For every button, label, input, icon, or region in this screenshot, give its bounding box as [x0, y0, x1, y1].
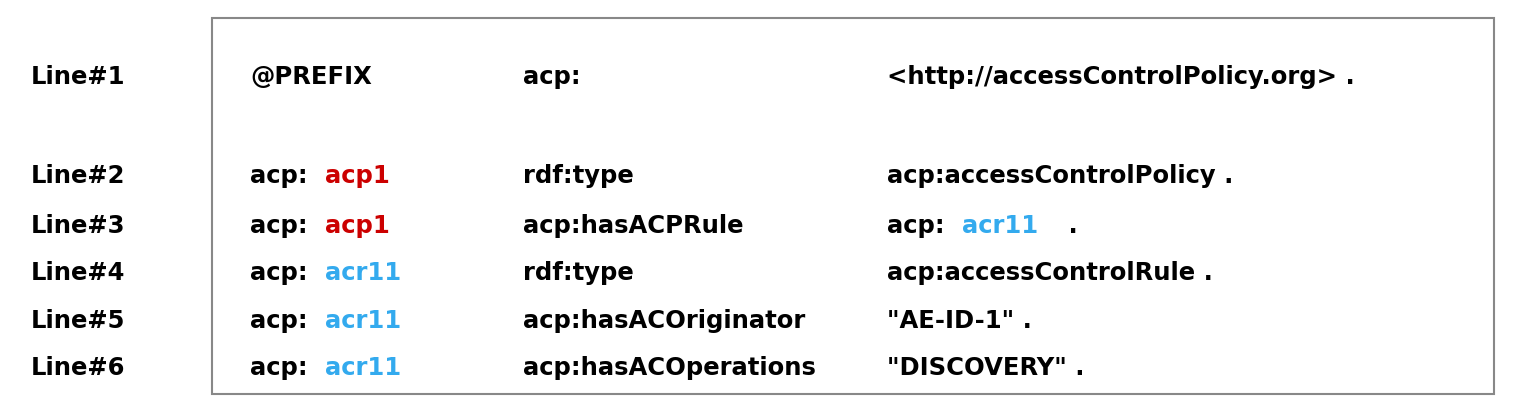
- Text: acp:: acp:: [250, 164, 308, 188]
- Text: acr11: acr11: [325, 356, 400, 380]
- Text: acp:accessControlPolicy .: acp:accessControlPolicy .: [887, 164, 1233, 188]
- Text: acr11: acr11: [325, 261, 400, 285]
- Text: Line#6: Line#6: [30, 356, 124, 380]
- Text: .: .: [1060, 213, 1077, 237]
- Text: acr11: acr11: [962, 213, 1038, 237]
- Text: acp:hasACOperations: acp:hasACOperations: [523, 356, 816, 380]
- Text: acp:: acp:: [250, 213, 308, 237]
- Text: acp:hasACPRule: acp:hasACPRule: [523, 213, 743, 237]
- Text: acp:hasACOriginator: acp:hasACOriginator: [523, 308, 806, 332]
- Text: acp:accessControlRule .: acp:accessControlRule .: [887, 261, 1214, 285]
- Text: acp1: acp1: [325, 213, 390, 237]
- Text: Line#3: Line#3: [30, 213, 124, 237]
- Text: Line#1: Line#1: [30, 64, 124, 88]
- Text: "DISCOVERY" .: "DISCOVERY" .: [887, 356, 1085, 380]
- Text: acp:: acp:: [250, 261, 308, 285]
- Text: acp:: acp:: [887, 213, 945, 237]
- Text: acp:: acp:: [250, 356, 308, 380]
- Text: acr11: acr11: [325, 308, 400, 332]
- FancyBboxPatch shape: [212, 19, 1494, 394]
- Text: Line#4: Line#4: [30, 261, 124, 285]
- Text: @PREFIX: @PREFIX: [250, 64, 372, 88]
- Text: <http://accessControlPolicy.org> .: <http://accessControlPolicy.org> .: [887, 64, 1355, 88]
- Text: rdf:type: rdf:type: [523, 261, 634, 285]
- Text: acp:: acp:: [250, 308, 308, 332]
- Text: rdf:type: rdf:type: [523, 164, 634, 188]
- Text: acp:: acp:: [523, 64, 581, 88]
- Text: "AE-ID-1" .: "AE-ID-1" .: [887, 308, 1033, 332]
- Text: acp1: acp1: [325, 164, 390, 188]
- Text: Line#5: Line#5: [30, 308, 124, 332]
- Text: Line#2: Line#2: [30, 164, 124, 188]
